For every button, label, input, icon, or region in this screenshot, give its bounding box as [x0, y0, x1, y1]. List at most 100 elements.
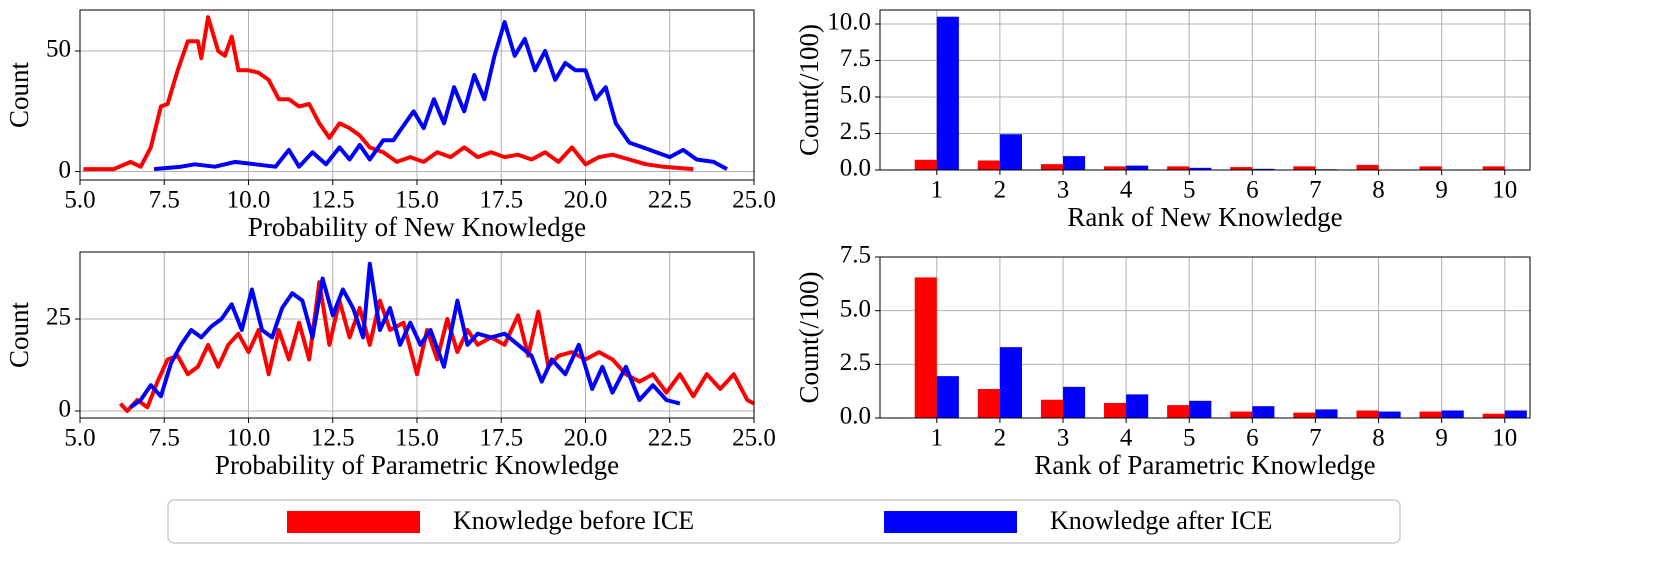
bar	[1482, 166, 1505, 170]
bar	[977, 389, 1000, 418]
y-axis-label: Count	[4, 301, 34, 368]
x-tick-label: 7	[1309, 177, 1322, 204]
bar: Knowledge before ICE	[914, 159, 937, 170]
bar	[1126, 394, 1149, 418]
bar	[999, 347, 1022, 418]
x-axis-label: Rank of New Knowledge	[1067, 202, 1342, 232]
x-tick-label: 5.0	[64, 425, 95, 452]
bar	[1126, 165, 1149, 170]
bar	[1293, 166, 1316, 170]
x-tick-label: 1	[931, 177, 944, 204]
bar	[1040, 164, 1064, 170]
x-tick-label: 1	[931, 425, 944, 452]
bar	[1504, 410, 1527, 418]
plot-frame	[879, 256, 1531, 419]
x-tick-label: 15.0	[395, 425, 439, 452]
plot-frame	[79, 9, 755, 181]
x-tick-label: 2	[994, 177, 1007, 204]
bar	[1441, 410, 1464, 418]
y-tick-label: 10.0	[827, 9, 871, 36]
x-tick-label: 7.5	[149, 187, 180, 214]
y-tick-label: 2.5	[840, 118, 871, 145]
x-tick-label: 5.0	[64, 187, 95, 214]
plot-area	[880, 257, 1530, 418]
x-tick-label: 12.5	[311, 425, 355, 452]
legend-label: Knowledge after ICE	[1050, 506, 1272, 535]
plot-frame	[879, 9, 1531, 171]
x-tick-label: 17.5	[479, 187, 523, 214]
bar	[1315, 409, 1338, 418]
plot-frame	[79, 251, 755, 419]
subplot: 0.0 2.5 5.0 7.5 1 2 3 4 5 6 7 8 9 10 Knowledge before …	[794, 242, 1531, 480]
x-tick-label: 9	[1435, 177, 1448, 204]
y-tick-label: 0	[59, 156, 72, 183]
data-line: Knowledge before ICE	[118, 280, 755, 413]
bar	[1230, 411, 1253, 418]
x-tick-label: 20.0	[564, 187, 608, 214]
y-tick-label: 5.0	[840, 82, 871, 109]
x-tick-label: 4	[1120, 425, 1133, 452]
x-tick-label: 9	[1435, 425, 1448, 452]
bar	[1167, 405, 1190, 418]
bar	[1230, 167, 1253, 170]
x-tick-label: 8	[1372, 425, 1385, 452]
bar	[999, 134, 1022, 170]
subplot: 0.0 2.5 5.0 7.5 10.0 1 2 3 4 5 6 7 8 9 10 Knowledge bef…	[794, 9, 1531, 232]
bar	[1104, 166, 1127, 170]
bar	[1104, 402, 1127, 418]
bar	[1378, 411, 1401, 418]
x-tick-label: 3	[1057, 425, 1070, 452]
x-tick-label: 7	[1309, 425, 1322, 452]
y-tick-label: 7.5	[840, 242, 871, 269]
bar	[1040, 399, 1064, 418]
y-axis-label: Count	[4, 61, 34, 128]
x-tick-label: 8	[1372, 177, 1385, 204]
legend-label: Knowledge before ICE	[453, 506, 694, 535]
x-axis-label: Probability of New Knowledge	[248, 212, 586, 242]
bar	[1167, 166, 1190, 170]
bar	[977, 160, 1000, 170]
y-tick-label: 5.0	[840, 295, 871, 322]
y-tick-label: 0	[59, 396, 72, 423]
bar	[1356, 164, 1379, 170]
data-line: Knowledge after ICE	[129, 261, 681, 409]
x-tick-label: 10.0	[227, 187, 271, 214]
bar	[1063, 156, 1086, 170]
bar	[1293, 412, 1316, 418]
x-tick-label: 5	[1183, 177, 1196, 204]
bar	[1189, 400, 1212, 418]
x-tick-label: 7.5	[149, 425, 180, 452]
x-tick-label: 10.0	[227, 425, 271, 452]
bar: Knowledge before ICE	[914, 277, 937, 418]
bar: Knowledge after ICE	[936, 16, 959, 170]
bar	[1063, 386, 1086, 418]
y-tick-label: 0.0	[840, 155, 871, 182]
y-axis-label: Count(/100)	[794, 272, 824, 404]
data-line: Knowledge after ICE	[153, 20, 728, 172]
x-tick-label: 12.5	[311, 187, 355, 214]
bar	[1419, 166, 1442, 170]
x-axis-label: Probability of Parametric Knowledge	[215, 450, 619, 480]
y-axis-label: Count(/100)	[794, 24, 824, 156]
x-tick-label: 4	[1120, 177, 1133, 204]
x-tick-label: 22.5	[648, 425, 692, 452]
legend-box	[167, 499, 1401, 544]
y-tick-label: 50	[46, 36, 71, 63]
bar	[1252, 406, 1275, 418]
x-tick-label: 10	[1492, 425, 1517, 452]
bar	[1252, 168, 1275, 170]
x-tick-label: 3	[1057, 177, 1070, 204]
x-tick-label: 6	[1246, 425, 1259, 452]
y-tick-label: 0.0	[840, 403, 871, 430]
y-tick-label: 2.5	[840, 349, 871, 376]
x-tick-label: 22.5	[648, 187, 692, 214]
x-tick-label: 2	[994, 425, 1007, 452]
y-tick-label: 25	[46, 304, 71, 331]
bar	[1482, 413, 1505, 418]
bar	[1189, 167, 1212, 170]
x-tick-label: 15.0	[395, 187, 439, 214]
bar: Knowledge after ICE	[936, 376, 959, 418]
x-tick-label: 17.5	[479, 425, 523, 452]
